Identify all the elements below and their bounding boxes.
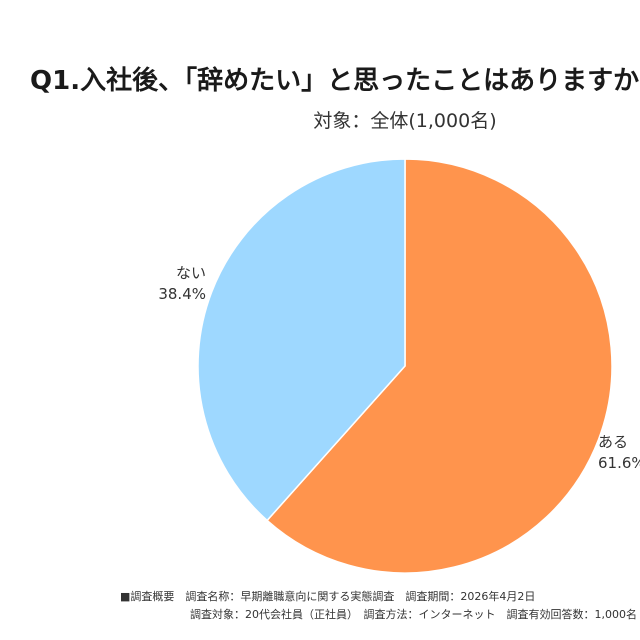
pie-slice-aru xyxy=(266,158,613,574)
survey-summary-line-2: 調査対象：20代会社員（正社員） 調査方法：インターネット 調査有効回答数：1,… xyxy=(190,608,637,621)
pie-slice-nai xyxy=(197,158,406,522)
slice-label-nai: ない 38.4% xyxy=(152,263,206,305)
slice-label-aru-value: 61.6% xyxy=(598,454,640,472)
slice-label-nai-value: 38.4% xyxy=(158,285,206,303)
slice-label-aru-name: ある xyxy=(598,433,629,451)
survey-summary-line-1: ■調査概要 調査名称：早期離職意向に関する実態調査 調査期間：2026年4月2日 xyxy=(120,590,536,603)
chart-title: Q1.入社後、「辞めたい」と思ったことはありますか xyxy=(30,66,640,96)
slice-label-aru: ある 61.6% xyxy=(598,432,640,474)
slice-label-nai-name: ない xyxy=(175,264,206,282)
chart-subtitle: 対象：全体(1,000名) xyxy=(313,110,497,132)
